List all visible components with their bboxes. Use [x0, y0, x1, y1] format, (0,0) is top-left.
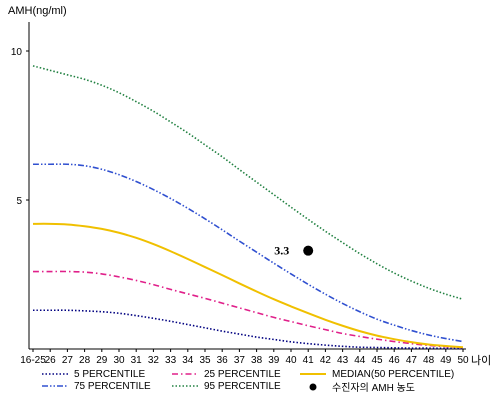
x-tick-label: 27: [62, 355, 74, 366]
plot-area: 3.3: [28, 22, 466, 350]
x-tick-label: 40: [285, 355, 297, 366]
x-tick-label: 16-25: [20, 355, 46, 366]
series-line-5-percentile: [33, 309, 464, 350]
x-tick-label: 47: [406, 355, 418, 366]
y-ticks: 5 10: [11, 47, 29, 207]
x-tick-label: 31: [131, 355, 143, 366]
series-line-median-50-percentile-: [32, 222, 464, 349]
x-tick-label: 29: [96, 355, 108, 366]
legend-label: 25 PERCENTILE: [204, 369, 281, 380]
x-tick-label: 45: [371, 355, 383, 366]
x-tick-label: 26: [45, 355, 57, 366]
series-line-95-percentile: [32, 65, 464, 300]
legend-label: 수진자의 AMH 농도: [332, 382, 415, 394]
x-tick-label: 46: [389, 355, 401, 366]
x-tick-label: 33: [165, 355, 177, 366]
legend-label: 5 PERCENTILE: [74, 369, 145, 380]
x-tick-label: 34: [182, 355, 194, 366]
x-tick-label: 38: [251, 355, 263, 366]
legend-label: 95 PERCENTILE: [204, 381, 281, 392]
y-tick-label: 5: [16, 196, 22, 207]
legend-label: MEDIAN(50 PERCENTILE): [332, 369, 454, 380]
legend-label: 75 PERCENTILE: [74, 381, 151, 392]
x-tick-label: 50: [457, 355, 469, 366]
x-tick-label: 44: [354, 355, 366, 366]
series-line-75-percentile: [33, 163, 464, 343]
legend-point-marker: [309, 383, 317, 391]
x-tick-label: 32: [148, 355, 160, 366]
x-tick-label: 30: [113, 355, 125, 366]
x-tick-label: 35: [199, 355, 211, 366]
x-tick-label: 48: [423, 355, 435, 366]
x-tick-label: 39: [268, 355, 280, 366]
x-tick-label: 37: [234, 355, 246, 366]
legend: 5 PERCENTILE 25 PERCENTILE MEDIAN(50 PERCE…: [42, 369, 454, 394]
x-axis-label: 나이: [471, 354, 491, 367]
patient-amh-point: [303, 245, 314, 256]
x-tick-label: 43: [337, 355, 349, 366]
x-tick-label: 36: [217, 355, 229, 366]
series-line-25-percentile: [32, 270, 464, 349]
y-axis-label: AMH(ng/ml): [8, 5, 67, 17]
y-tick-label: 10: [11, 47, 23, 58]
patient-amh-value: 3.3: [274, 244, 289, 258]
x-tick-label: 41: [303, 355, 315, 366]
x-tick-label: 42: [320, 355, 332, 366]
x-tick-label: 28: [79, 355, 91, 366]
x-tick-label: 49: [440, 355, 452, 366]
